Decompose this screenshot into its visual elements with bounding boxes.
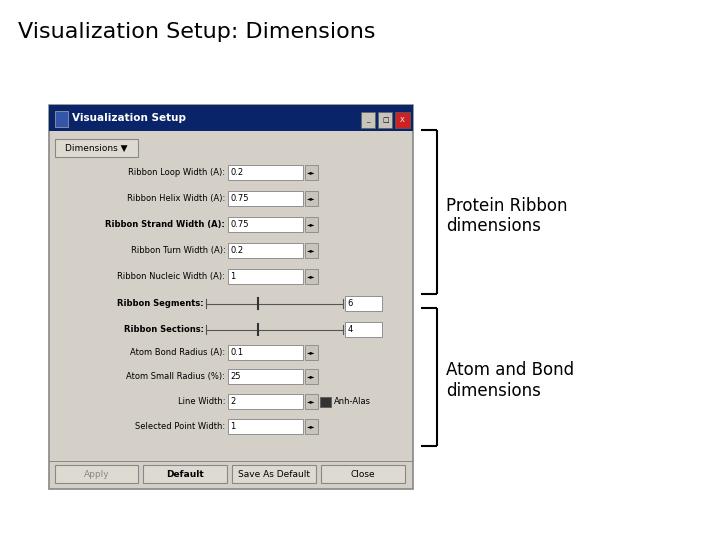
FancyBboxPatch shape	[228, 369, 303, 384]
FancyBboxPatch shape	[345, 322, 382, 337]
Text: Atom Small Radius (%):: Atom Small Radius (%):	[127, 373, 225, 381]
Text: Atom Bond Radius (A):: Atom Bond Radius (A):	[130, 348, 225, 356]
FancyBboxPatch shape	[228, 394, 303, 409]
FancyBboxPatch shape	[232, 465, 316, 483]
Text: Line Width:: Line Width:	[178, 397, 225, 406]
Text: 0.75: 0.75	[230, 220, 249, 229]
FancyBboxPatch shape	[305, 243, 318, 258]
Text: Atom and Bond
dimensions: Atom and Bond dimensions	[446, 361, 575, 400]
Text: ◄►: ◄►	[307, 374, 315, 380]
Text: 1: 1	[230, 272, 235, 281]
Text: X: X	[400, 117, 405, 123]
FancyBboxPatch shape	[143, 465, 228, 483]
FancyBboxPatch shape	[228, 191, 303, 206]
Text: Ribbon Turn Width (A):: Ribbon Turn Width (A):	[130, 246, 225, 255]
Text: 0.1: 0.1	[230, 348, 243, 356]
Text: Ribbon Strand Width (A):: Ribbon Strand Width (A):	[106, 220, 225, 229]
Text: Ribbon Segments:: Ribbon Segments:	[117, 299, 204, 308]
Text: ◄►: ◄►	[307, 196, 315, 201]
FancyBboxPatch shape	[228, 243, 303, 258]
FancyBboxPatch shape	[228, 165, 303, 180]
Text: Ribbon Loop Width (A):: Ribbon Loop Width (A):	[128, 168, 225, 177]
Text: Ribbon Nucleic Width (A):: Ribbon Nucleic Width (A):	[117, 272, 225, 281]
Text: _: _	[366, 117, 369, 123]
FancyBboxPatch shape	[305, 419, 318, 434]
Text: ◄►: ◄►	[307, 222, 315, 227]
FancyBboxPatch shape	[228, 419, 303, 434]
Text: Apply: Apply	[84, 470, 109, 479]
FancyBboxPatch shape	[55, 111, 68, 127]
FancyBboxPatch shape	[305, 394, 318, 409]
Text: ◄►: ◄►	[307, 248, 315, 253]
FancyBboxPatch shape	[305, 165, 318, 180]
Text: ◄►: ◄►	[307, 170, 315, 176]
Text: 25: 25	[230, 373, 241, 381]
FancyBboxPatch shape	[49, 105, 413, 131]
FancyBboxPatch shape	[345, 296, 382, 311]
FancyBboxPatch shape	[305, 269, 318, 284]
FancyBboxPatch shape	[228, 217, 303, 232]
FancyBboxPatch shape	[378, 112, 392, 128]
FancyBboxPatch shape	[395, 112, 410, 128]
FancyBboxPatch shape	[228, 345, 303, 360]
Text: ◄►: ◄►	[307, 349, 315, 355]
Text: ◄►: ◄►	[307, 399, 315, 404]
Text: 0.75: 0.75	[230, 194, 249, 203]
FancyBboxPatch shape	[55, 465, 138, 483]
Text: 4: 4	[348, 325, 353, 334]
Text: 1: 1	[230, 422, 235, 431]
Text: Protein Ribbon
dimensions: Protein Ribbon dimensions	[446, 197, 568, 235]
Text: Ribbon Sections:: Ribbon Sections:	[124, 325, 204, 334]
FancyBboxPatch shape	[321, 465, 405, 483]
Text: Visualization Setup: Visualization Setup	[72, 113, 186, 123]
Text: 6: 6	[348, 299, 353, 308]
Text: Default: Default	[166, 470, 204, 479]
FancyBboxPatch shape	[305, 217, 318, 232]
Text: Dimensions ▼: Dimensions ▼	[65, 144, 127, 152]
Text: 2: 2	[230, 397, 235, 406]
Text: □: □	[382, 117, 389, 123]
Text: ◄►: ◄►	[307, 274, 315, 279]
FancyBboxPatch shape	[305, 191, 318, 206]
Text: Visualization Setup: Dimensions: Visualization Setup: Dimensions	[18, 22, 376, 42]
Text: Close: Close	[351, 470, 375, 479]
FancyBboxPatch shape	[49, 105, 413, 489]
Text: 0.2: 0.2	[230, 246, 243, 255]
FancyBboxPatch shape	[320, 397, 331, 407]
FancyBboxPatch shape	[305, 369, 318, 384]
FancyBboxPatch shape	[55, 164, 407, 456]
Text: ◄►: ◄►	[307, 424, 315, 429]
Text: 0.2: 0.2	[230, 168, 243, 177]
Text: Selected Point Width:: Selected Point Width:	[135, 422, 225, 431]
Text: Save As Default: Save As Default	[238, 470, 310, 479]
FancyBboxPatch shape	[55, 139, 138, 157]
FancyBboxPatch shape	[361, 112, 375, 128]
FancyBboxPatch shape	[228, 269, 303, 284]
FancyBboxPatch shape	[305, 345, 318, 360]
Text: Ribbon Helix Width (A):: Ribbon Helix Width (A):	[127, 194, 225, 203]
Text: Anh-Alas: Anh-Alas	[334, 397, 371, 406]
